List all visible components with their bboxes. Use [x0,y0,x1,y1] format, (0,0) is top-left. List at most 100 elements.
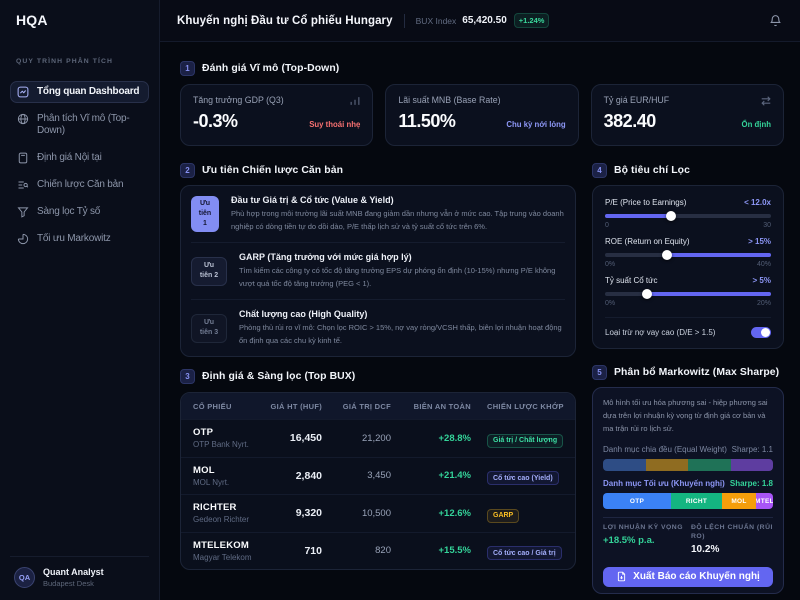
strategy-badge: Cổ tức cao (Yield) [487,471,559,485]
company: Gedeon Richter [193,515,250,525]
sidebar-nav: Tổng quan Dashboard Phân tích Vĩ mô (Top… [10,81,149,250]
pe-slider-label: P/E (Price to Earnings) [605,198,687,207]
strategy-badge: GARP [487,508,520,523]
toggle-knob [761,328,770,337]
optimal-sharpe: Sharpe: 1.8 [729,479,773,488]
section-number-badge: 2 [180,163,195,178]
globe-icon [17,113,29,125]
dividend-slider[interactable] [605,289,771,299]
sidebar-item-strategy[interactable]: Chiến lược Căn bản [10,174,149,196]
roe-slider-label: ROE (Return on Equity) [605,237,690,246]
price: 710 [304,544,322,557]
dividend-slider-value: > 5% [752,276,771,285]
ticker: RICHTER [193,502,237,514]
dividend-slider-thumb[interactable] [641,289,652,299]
strategy-badge: Cổ tức cao / Giá trị [487,546,562,560]
content: 1 Đánh giá Vĩ mô (Top-Down) Tăng trưởng … [160,42,800,600]
dividend-slider-group: Tỷ suất Cổ tức > 5% 0% 20% [605,276,771,307]
section-number-badge: 5 [592,365,607,380]
table-row-mtelekom[interactable]: MTELEKOM Magyar Telekom 710 820 +15.5% C… [181,531,575,570]
dcf-value: 10,500 [361,507,391,519]
sidebar-item-markowitz[interactable]: Tối ưu Markowitz [10,228,149,250]
section-markowitz-head: 5 Phân bổ Markowitz (Max Sharpe) [592,365,784,380]
bar-segment [603,459,646,471]
eurhuf-card: Tỷ giá EUR/HUF 382.40 Ổn định [590,84,784,146]
sidebar-section-label: QUY TRÌNH PHÂN TÍCH [16,58,114,65]
sidebar: HQA QUY TRÌNH PHÂN TÍCH Tổng quan Dashbo… [0,0,160,600]
export-report-button[interactable]: Xuất Báo cáo Khuyến nghị [603,566,773,587]
debt-toggle-row: Loại trừ nợ vay cao (D/E > 1.5) [605,317,771,348]
section-macro-head: 1 Đánh giá Vĩ mô (Top-Down) [180,61,784,76]
bar-chart-icon [350,97,360,105]
company: OTP Bank Nyrt. [193,440,249,450]
price: 16,450 [289,432,322,445]
sidebar-item-valuation[interactable]: Định giá Nội tại [10,147,149,169]
mnb-rate-label: Lãi suất MNB (Base Rate) [398,95,501,105]
strategy-desc-2: Tìm kiếm các công ty có tốc độ tăng trưở… [239,266,556,288]
dashboard-icon [17,86,29,98]
roe-slider-group: ROE (Return on Equity) > 15% 0% 40% [605,237,771,268]
bar-segment [645,459,688,471]
dcf-value: 21,200 [361,432,391,444]
table-row-otp[interactable]: OTP OTP Bank Nyrt. 16,450 21,200 +28.8% … [181,419,575,457]
pe-slider-max: 30 [763,222,771,229]
safety-margin: +15.5% [438,545,472,557]
sidebar-item-macro[interactable]: Phân tích Vĩ mô (Top-Down) [10,108,149,142]
eurhuf-value: 382.40 [603,111,657,131]
roe-slider-thumb[interactable] [662,250,673,260]
valuation-table: CỔ PHIẾU GIÁ HT (HUF) GIÁ TRỊ DCF BIÊN A… [180,392,576,570]
expected-return-label: LỢI NHUẬN KỲ VỌNG [603,524,684,531]
export-button-label: Xuất Báo cáo Khuyến nghị [633,571,760,583]
pe-slider[interactable] [605,211,771,221]
sidebar-item-label: Sàng lọc Tỷ số [37,206,101,217]
price: 9,320 [295,507,322,520]
topbar: Khuyến nghị Đầu tư Cổ phiếu Hungary BUX … [160,0,800,42]
col-dcf: GIÁ TRỊ DCF [342,401,391,411]
pe-slider-value: < 12.0x [744,198,771,207]
strategy-item-3: Ưu tiên 3 Chất lượng cao (High Quality) … [191,299,565,356]
mnb-rate-value: 11.50% [398,111,456,131]
section-markowitz-title: Phân bổ Markowitz (Max Sharpe) [614,367,780,378]
roe-slider[interactable] [605,250,771,260]
section-valuation-title: Định giá & Sàng lọc (Top BUX) [202,371,356,382]
gdp-card: Tăng trưởng GDP (Q3) -0.3% Suy thoái nhẹ [180,84,374,146]
gdp-card-label: Tăng trưởng GDP (Q3) [193,95,284,105]
table-row-mol[interactable]: MOL MOL Nyrt. 2,840 3,450 +21.4% Cổ tức … [181,456,575,495]
swap-icon [761,96,771,106]
ticker: MTELEKOM [193,539,249,551]
markowitz-divider [603,517,773,518]
bux-index-value: 65,420.50 [462,15,507,26]
user-profile[interactable]: QA Quant Analyst Budapest Desk [10,556,149,590]
sidebar-item-dashboard[interactable]: Tổng quan Dashboard [10,81,149,103]
pe-slider-thumb[interactable] [666,211,677,221]
optimal-row: Danh mục Tối ưu (Khuyến nghị) Sharpe: 1.… [603,479,773,488]
app-logo: HQA [16,12,48,28]
debt-toggle[interactable] [751,327,771,338]
company: MOL Nyrt. [193,477,230,487]
right-column: 4 Bộ tiêu chí Lọc P/E (Price to Earnings… [592,163,784,594]
strategy-badge: Giá trị / Chất lượng [487,433,564,448]
sidebar-item-label: Chiến lược Căn bản [37,179,124,190]
bar-segment [730,459,773,471]
price: 2,840 [295,469,322,482]
roe-slider-min: 0% [605,261,616,268]
filter-panel: P/E (Price to Earnings) < 12.0x 0 30 [592,185,784,349]
dcf-value: 3,450 [367,470,391,482]
bell-icon[interactable] [769,14,782,27]
table-row-richter[interactable]: RICHTER Gedeon Richter 9,320 10,500 +12.… [181,494,575,532]
std-dev-stat: ĐỘ LỆCH CHUẨN (RỦI RO) 10.2% [691,524,773,555]
debt-toggle-label: Loại trừ nợ vay cao (D/E > 1.5) [605,328,716,337]
section-strategy-title: Ưu tiên Chiến lược Căn bản [202,165,344,176]
section-strategy-head: 2 Ưu tiên Chiến lược Căn bản [180,163,576,178]
section-number-badge: 1 [180,61,195,76]
sidebar-item-screening[interactable]: Sàng lọc Tỷ số [10,201,149,223]
dividend-slider-max: 20% [756,300,771,307]
std-dev-value: 10.2% [691,543,720,555]
equal-weight-label: Danh mục chia đều (Equal Weight) [603,445,727,454]
eurhuf-status: Ổn định [741,120,771,129]
gdp-status: Suy thoái nhẹ [309,120,361,129]
gdp-value: -0.3% [193,111,238,131]
pe-slider-group: P/E (Price to Earnings) < 12.0x 0 30 [605,198,771,229]
section-number-badge: 4 [592,163,607,178]
